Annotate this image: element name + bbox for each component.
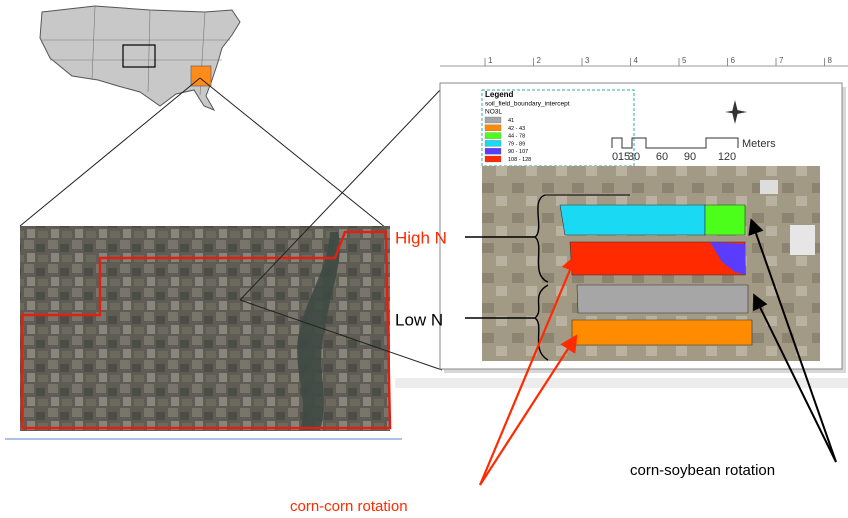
scale-label: 30: [628, 151, 640, 163]
ruler-label: 1: [488, 56, 493, 65]
scale-label: 0: [612, 151, 618, 163]
legend-swatch: [484, 124, 502, 131]
legend-swatch: [484, 140, 502, 147]
scale-unit: Meters: [742, 138, 776, 150]
corn-soybean-label: corn-soybean rotation: [630, 462, 775, 479]
us-map: [39, 5, 241, 111]
legend-layer: soil_field_boundary_intercept: [485, 101, 570, 108]
high-n-label: High N: [395, 228, 447, 247]
ruler-label: 5: [682, 56, 687, 65]
legend-label: 108 - 128: [508, 157, 531, 163]
legend-label: 44 - 78: [508, 134, 525, 140]
legend-label: 90 - 107: [508, 149, 528, 155]
scale-label: 60: [656, 151, 668, 163]
ruler-label: 2: [537, 56, 542, 65]
ruler: 1 2 3 4 5 6 7 8: [440, 56, 848, 67]
legend-label: 41: [508, 118, 514, 124]
legend-label: 42 - 43: [508, 126, 525, 132]
low-n-label: Low N: [395, 310, 443, 329]
north-arrow: [725, 100, 747, 124]
corn-corn-label: corn-corn rotation: [290, 498, 408, 515]
legend-label: 79 - 89: [508, 141, 525, 147]
legend-swatch: [484, 132, 502, 139]
ruler-label: 6: [731, 56, 736, 65]
ruler-label: 8: [828, 56, 833, 65]
scale-label: 90: [684, 151, 696, 163]
legend-swatch: [484, 155, 502, 163]
legend-title: Legend: [485, 90, 514, 99]
ruler-label: 7: [779, 56, 784, 65]
legend-field: NO3L: [485, 109, 502, 116]
county-boundary: [20, 230, 392, 430]
ruler-label: 4: [634, 56, 639, 65]
ruler-label: 3: [585, 56, 590, 65]
legend-swatch: [484, 148, 502, 155]
legend: Legend soil_field_boundary_intercept NO3…: [484, 90, 570, 163]
legend-swatch: [484, 116, 502, 124]
scale-label: 120: [718, 151, 736, 163]
scale-label: 15: [618, 151, 630, 163]
